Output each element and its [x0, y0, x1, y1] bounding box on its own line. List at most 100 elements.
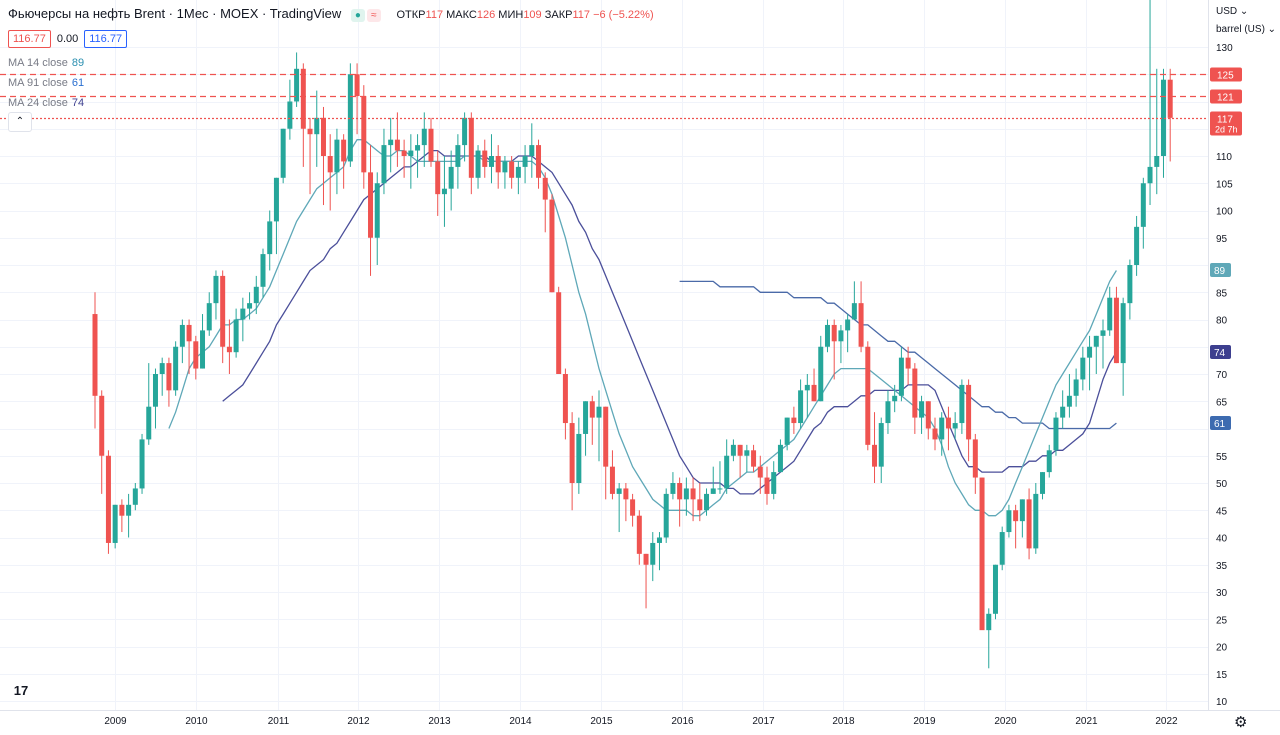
candle-body	[435, 161, 441, 195]
candle-body	[724, 455, 730, 489]
candle-body	[777, 444, 783, 473]
candle-body	[630, 499, 636, 516]
candle-body	[152, 374, 158, 407]
price-tick-label: 20	[1216, 643, 1228, 654]
candle-body	[495, 156, 501, 173]
time-tick-label: 2010	[185, 716, 208, 727]
candle-body	[200, 330, 206, 369]
candle-body	[603, 406, 609, 467]
time-tick-label: 2019	[913, 716, 936, 727]
indicator-ma24[interactable]: MA 24 close 74	[8, 97, 84, 109]
gear-icon[interactable]: ⚙	[1234, 714, 1248, 731]
candle-body	[1134, 226, 1140, 265]
candle-body	[704, 493, 710, 511]
spread-value: 0.00	[56, 33, 79, 45]
price-tick-label: 35	[1216, 561, 1228, 572]
candle-body	[771, 472, 777, 494]
indicator-ma14[interactable]: MA 14 close 89	[8, 57, 84, 69]
candle-body	[1120, 303, 1126, 364]
candle-body	[865, 346, 871, 445]
ma-price-label: 89	[1214, 266, 1226, 277]
candle-body	[932, 428, 938, 440]
candle-body	[939, 417, 945, 440]
price-tick-label: 45	[1216, 506, 1228, 517]
price-tick-label: 130	[1216, 43, 1233, 54]
candle-body	[791, 417, 797, 424]
dot-icon[interactable]: ●	[350, 9, 365, 23]
candle-body	[737, 444, 743, 456]
level-price-tag	[1210, 89, 1242, 104]
currency-selector[interactable]: USD ⌄	[1216, 6, 1249, 17]
candle-body	[1026, 499, 1032, 549]
candle-body	[569, 423, 575, 483]
candle-body	[1013, 510, 1019, 522]
ma-price-label: 61	[1214, 419, 1226, 430]
candle-body	[226, 346, 232, 353]
candle-body	[421, 128, 427, 146]
time-tick-label: 2009	[104, 716, 127, 727]
candle-body	[919, 401, 925, 418]
candle-body	[502, 161, 508, 173]
candle-body	[945, 417, 951, 429]
price-tick-label: 110	[1216, 152, 1232, 163]
collapse-legend-button[interactable]: ⌃	[8, 112, 32, 132]
candle-body	[448, 166, 454, 189]
price-tick-label: 55	[1216, 452, 1228, 463]
candle-body	[677, 483, 683, 500]
ma24-line	[222, 149, 1117, 495]
time-tick-label: 2017	[752, 716, 775, 727]
candle-body	[159, 363, 165, 374]
ask-price-box[interactable]: 116.77	[84, 30, 128, 48]
time-tick-label: 2014	[509, 716, 532, 727]
low-label: МИН	[498, 9, 524, 21]
candle-body	[105, 455, 111, 543]
tradingview-logo-icon[interactable]: 17	[13, 683, 29, 698]
candle-body	[334, 139, 340, 173]
candle-body	[280, 128, 286, 178]
candle-body	[824, 324, 830, 347]
wave-icon[interactable]: ≈	[366, 9, 381, 23]
symbol-title[interactable]: Фьючерсы на нефть Brent · 1Мес · MOEX · …	[8, 6, 342, 21]
candle-body	[139, 439, 145, 489]
level-countdown-label: 2d 7h	[1215, 125, 1238, 135]
candle-body	[966, 384, 972, 440]
unit-selector[interactable]: barrel (US) ⌄	[1216, 24, 1277, 35]
candle-body	[1140, 183, 1146, 227]
candle-body	[260, 254, 266, 287]
candle-body	[132, 488, 138, 505]
candle-body	[905, 357, 911, 369]
candle-body	[193, 341, 199, 369]
candle-body	[401, 150, 407, 156]
candle-body	[872, 444, 878, 467]
currency-label: USD	[1216, 6, 1238, 17]
candle-body	[892, 395, 898, 402]
candle-body	[314, 117, 320, 135]
candle-body	[784, 417, 790, 445]
horizontal-levels	[0, 73, 1208, 120]
time-tick-label: 2018	[832, 716, 855, 727]
candle-body	[462, 117, 468, 146]
level-price-label: 117	[1217, 115, 1233, 126]
candle-body	[972, 439, 978, 478]
candle-body	[576, 433, 582, 483]
time-tick-label: 2020	[994, 716, 1017, 727]
candle-body	[757, 466, 763, 478]
candle-body	[1107, 297, 1113, 331]
low-value: 109	[523, 9, 542, 21]
time-tick-label: 2022	[1155, 716, 1178, 727]
candle-body	[589, 401, 595, 418]
time-tick-label: 2011	[268, 716, 290, 727]
indicator-label: MA 91 close	[8, 77, 68, 89]
candle-body	[354, 74, 360, 97]
level-price-tag	[1210, 111, 1242, 136]
candle-body	[650, 542, 656, 565]
candle-body	[845, 319, 851, 331]
ma-price-tag	[1210, 345, 1231, 359]
price-axis: 130 110 105 100 95 85 80 70 65 55 50 45 40 35 30 25 20 15…	[1216, 43, 1233, 708]
open-value: 117	[425, 9, 444, 21]
bid-price-box[interactable]: 116.77	[8, 30, 51, 48]
candle-body	[99, 395, 105, 456]
candle-body	[609, 466, 615, 494]
indicator-ma91[interactable]: MA 91 close 61	[8, 77, 84, 89]
